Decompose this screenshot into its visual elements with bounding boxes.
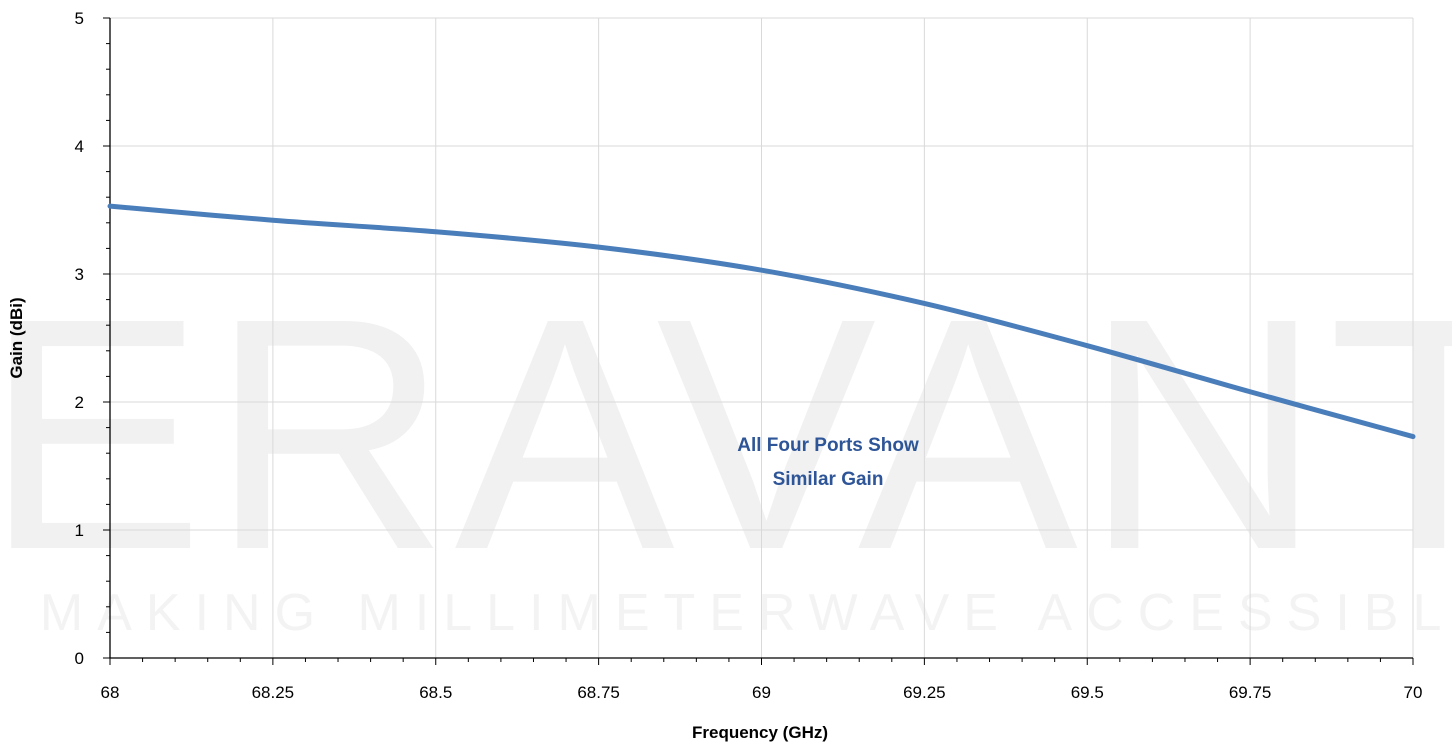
x-tick-label: 69: [752, 683, 771, 702]
x-tick-label: 68: [101, 683, 120, 702]
gain-series-line: [107, 203, 1416, 440]
y-tick-label: 4: [75, 137, 84, 156]
watermark-tagline: MAKING MILLIMETERWAVE ACCESSIBLE: [40, 584, 1452, 642]
x-tick-label: 68.5: [419, 683, 452, 702]
x-tick-label: 69.75: [1229, 683, 1272, 702]
x-tick-label: 69.5: [1071, 683, 1104, 702]
y-tick-label: 5: [75, 9, 84, 28]
y-axis-title: Gain (dBi): [7, 297, 26, 378]
y-tick-label: 3: [75, 265, 84, 284]
tick-labels: 68 68.25 68.5 68.75 69 69.25 69.5 69.75 70 0 1 2 3 4 5: [75, 9, 1423, 702]
x-tick-label: 70: [1404, 683, 1423, 702]
x-tick-label: 68.25: [252, 683, 295, 702]
y-tick-label: 0: [75, 649, 84, 668]
x-axis-title: Frequency (GHz): [692, 723, 828, 742]
y-tick-label: 1: [75, 521, 84, 540]
annotation-line-2: Similar Gain: [773, 469, 884, 490]
watermark-logo: ERAVANT: [0, 249, 1452, 618]
series-layer: [107, 203, 1416, 440]
annotation-line-1: All Four Ports Show: [737, 435, 919, 456]
y-tick-label: 2: [75, 393, 84, 412]
watermark: ERAVANT MAKING MILLIMETERWAVE ACCESSIBLE: [0, 249, 1452, 642]
annotation: All Four Ports Show Similar Gain: [737, 435, 919, 490]
axes: [103, 17, 1414, 665]
x-tick-label: 68.75: [577, 683, 620, 702]
x-tick-label: 69.25: [903, 683, 946, 702]
